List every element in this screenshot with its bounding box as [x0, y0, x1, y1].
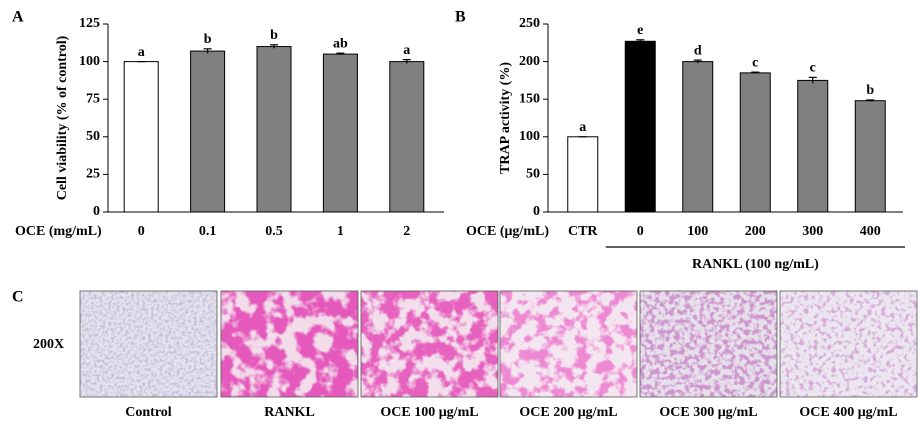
y-tick-label: 250 — [519, 16, 540, 31]
x-tick-label: CTR — [568, 224, 598, 239]
y-tick-label: 50 — [86, 129, 100, 144]
significance-letter: a — [403, 43, 410, 58]
bar — [567, 136, 599, 213]
y-tick-label: 100 — [79, 54, 100, 69]
image-border — [79, 290, 218, 398]
image-texture — [361, 291, 498, 397]
y-axis-label: TRAP activity (%) — [498, 62, 513, 174]
bar — [389, 61, 425, 213]
image-caption: OCE 300 μg/mL — [659, 405, 757, 420]
x-tick-label: 0.5 — [265, 224, 283, 239]
error-bar — [808, 76, 817, 84]
significance-letter: c — [810, 61, 816, 76]
x-tick-label: 300 — [802, 224, 823, 239]
significance-letter: c — [752, 55, 758, 70]
bar — [256, 46, 292, 213]
significance-letter: ab — [333, 36, 348, 51]
bar — [322, 53, 358, 213]
y-tick-label: 125 — [79, 16, 100, 31]
panel-label: C — [12, 289, 24, 306]
bar — [854, 100, 886, 213]
image-texture — [780, 291, 917, 397]
y-tick-label: 50 — [526, 167, 540, 182]
x-tick-label: 0 — [138, 224, 145, 239]
y-tick-label: 200 — [519, 54, 540, 69]
image-texture — [80, 291, 217, 397]
x-tick-label: 2 — [403, 224, 410, 239]
significance-letter: a — [138, 45, 145, 60]
significance-letter: e — [637, 23, 643, 38]
error-bar — [751, 71, 760, 74]
image-texture — [500, 291, 637, 397]
y-tick-label: 0 — [93, 204, 100, 219]
image-border — [779, 290, 918, 398]
image-caption: Control — [125, 405, 172, 420]
significance-letter: b — [866, 83, 874, 98]
x-axis-label: OCE (μg/mL) — [466, 224, 549, 239]
image-border — [499, 290, 638, 398]
y-tick-label: 75 — [86, 91, 100, 106]
x-tick-label: 0.1 — [199, 224, 217, 239]
y-tick-label: 0 — [533, 204, 540, 219]
bar — [624, 40, 656, 213]
image-caption: OCE 200 μg/mL — [519, 405, 617, 420]
error-bar — [203, 48, 212, 54]
error-bar — [336, 52, 345, 55]
bar — [682, 61, 714, 213]
bar — [739, 72, 771, 213]
micrograph — [360, 290, 499, 398]
micrograph — [499, 290, 638, 398]
micrograph — [79, 290, 218, 398]
x-tick-label: 400 — [860, 224, 881, 239]
panel-label: B — [455, 9, 466, 26]
micrograph — [220, 290, 359, 398]
significance-letter: a — [579, 120, 586, 135]
x-tick-label: 1 — [337, 224, 344, 239]
x-tick-label: 0 — [637, 224, 644, 239]
image-caption: RANKL — [264, 405, 315, 420]
error-bar — [636, 39, 645, 43]
image-border — [639, 290, 778, 398]
image-texture — [221, 291, 358, 397]
micrograph — [639, 290, 778, 398]
bar — [190, 50, 226, 213]
image-caption: OCE 400 μg/mL — [799, 405, 897, 420]
error-bar — [402, 59, 411, 64]
image-caption: OCE 100 μg/mL — [380, 405, 478, 420]
bar — [123, 61, 159, 213]
bar — [797, 79, 829, 213]
magnification-label: 200X — [33, 337, 64, 352]
y-axis-label: Cell viability (% of control) — [55, 35, 70, 200]
micrograph — [779, 290, 918, 398]
image-border — [220, 290, 359, 398]
y-tick-label: 100 — [519, 129, 540, 144]
significance-letter: b — [204, 32, 212, 47]
significance-letter: d — [694, 43, 702, 58]
group-label: RANKL (100 ng/mL) — [692, 257, 819, 272]
panel-label: A — [12, 9, 24, 26]
error-bar — [693, 59, 702, 64]
error-bar — [270, 44, 278, 49]
significance-letter: b — [270, 28, 278, 43]
y-tick-label: 25 — [86, 167, 100, 182]
error-bar — [866, 99, 875, 102]
x-tick-label: 200 — [745, 224, 766, 239]
x-tick-label: 100 — [687, 224, 708, 239]
image-border — [360, 290, 499, 398]
y-tick-label: 150 — [519, 91, 540, 106]
x-axis-label: OCE (mg/mL) — [15, 224, 102, 239]
image-texture — [640, 291, 777, 397]
